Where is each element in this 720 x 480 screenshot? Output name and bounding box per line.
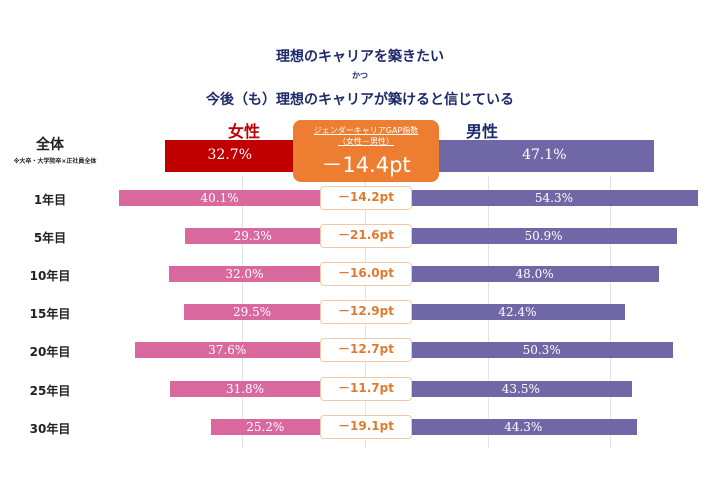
- label-male: 48.0%: [515, 267, 554, 281]
- title-line-3: 今後（も）理想のキャリアが築けると信じている: [206, 92, 514, 108]
- bar-male: [365, 419, 637, 435]
- label-male: 42.4%: [498, 305, 537, 319]
- label-male: 44.3%: [504, 420, 543, 434]
- bar-male: [365, 228, 678, 244]
- gap-header: ジェンダーキャリアGAP指数: [313, 126, 419, 135]
- label-female: 29.5%: [233, 305, 272, 319]
- gap-label: －19.1pt: [320, 415, 412, 439]
- label-female: 29.3%: [233, 229, 272, 243]
- label-female: 37.6%: [208, 343, 247, 357]
- category-label: 5年目: [33, 231, 67, 245]
- bar-male: [365, 266, 660, 282]
- bar-female: [170, 381, 365, 397]
- bar-female: [134, 342, 365, 358]
- female-label: 女性: [228, 122, 261, 141]
- category-label: 30年目: [29, 422, 71, 436]
- label-female: 25.2%: [246, 420, 285, 434]
- category-label: 1年目: [33, 193, 67, 207]
- title-line-2: かつ: [352, 71, 368, 80]
- bar-female: [119, 190, 365, 206]
- label-male: 50.9%: [524, 229, 563, 243]
- bar-female: [168, 266, 365, 282]
- gap-subheader: （女性－男性）: [338, 137, 394, 146]
- label-female: 32.0%: [225, 267, 264, 281]
- gap-label: －12.9pt: [320, 300, 412, 324]
- category-label: 25年目: [29, 384, 71, 398]
- bar-male: [365, 342, 674, 358]
- category-label: 20年目: [29, 345, 71, 359]
- gap-label: －21.6pt: [320, 224, 412, 248]
- bar-male: [365, 190, 698, 206]
- label-male: 43.5%: [501, 382, 540, 396]
- category-label: 10年目: [29, 269, 71, 283]
- bar-female: [184, 304, 365, 320]
- gap-label: －16.0pt: [320, 262, 412, 286]
- gap-label: －14.2pt: [320, 186, 412, 210]
- bar-male: [365, 304, 625, 320]
- male-label: 男性: [466, 122, 499, 141]
- label-total-female: 32.7%: [207, 147, 252, 163]
- title-line-1: 理想のキャリアを築きたい: [276, 49, 444, 65]
- label-female: 31.8%: [225, 382, 265, 396]
- total-label: 全体: [36, 137, 64, 153]
- label-male: 50.3%: [522, 343, 561, 357]
- total-gap-value: －14.4pt: [321, 153, 411, 177]
- bar-male: [365, 381, 632, 397]
- total-gap-box: ジェンダーキャリアGAP指数 （女性－男性） －14.4pt: [293, 120, 439, 182]
- gap-label: －12.7pt: [320, 338, 412, 362]
- label-female: 40.1%: [200, 191, 239, 205]
- label-total-male: 47.1%: [522, 147, 567, 163]
- category-label: 15年目: [29, 307, 71, 321]
- total-note: ※大卒・大学院卒×正社員全体: [13, 158, 97, 165]
- label-male: 54.3%: [534, 191, 573, 205]
- gap-label: －11.7pt: [320, 377, 412, 401]
